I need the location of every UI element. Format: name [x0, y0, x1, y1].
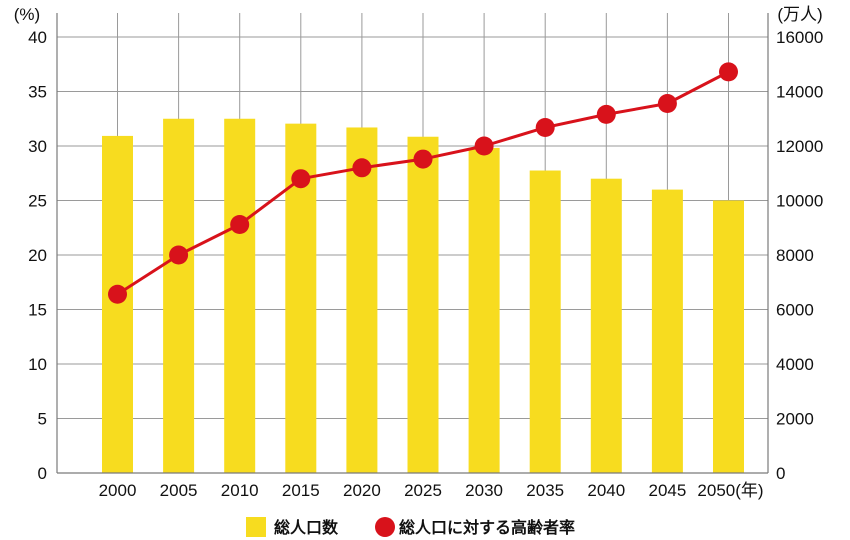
x-tick-2000: 2000 — [99, 481, 137, 500]
point-2025 — [413, 149, 433, 169]
right-tick-4000: 4000 — [776, 355, 814, 374]
x-tick-2050: 2050(年) — [697, 481, 763, 500]
bar-2010 — [224, 118, 256, 473]
x-axis-tick-labels: 2000 2005 2010 2015 2020 2025 2030 2035 2040 2045… — [99, 481, 764, 500]
bar-2050 — [713, 200, 744, 473]
right-tick-6000: 6000 — [776, 301, 814, 320]
bar-2045 — [651, 189, 683, 473]
point-2000 — [108, 284, 127, 304]
bar-2035 — [529, 170, 561, 473]
right-tick-0: 0 — [776, 464, 785, 483]
right-axis-unit: (万人) — [777, 5, 822, 24]
point-2005 — [169, 245, 189, 265]
left-tick-40: 40 — [28, 28, 47, 47]
left-axis-unit: (%) — [14, 5, 40, 24]
left-tick-20: 20 — [28, 246, 47, 265]
x-tick-2025: 2025 — [404, 481, 442, 500]
x-tick-2010: 2010 — [221, 481, 259, 500]
point-2010 — [230, 214, 250, 234]
left-tick-30: 30 — [28, 137, 47, 156]
right-tick-14000: 14000 — [776, 83, 823, 102]
left-tick-25: 25 — [28, 192, 47, 211]
x-tick-2020: 2020 — [343, 481, 381, 500]
legend-label-total-population: 総人口数 — [274, 518, 339, 537]
right-tick-16000: 16000 — [776, 28, 823, 47]
bar-2040 — [590, 178, 622, 473]
line-series-elderly-rate — [108, 62, 738, 304]
left-axis-tick-labels: 0 5 10 15 20 25 30 35 40 — [28, 28, 47, 483]
bar-series-total-population — [102, 118, 744, 474]
bar-2020 — [346, 127, 378, 473]
right-tick-2000: 2000 — [776, 410, 814, 429]
point-2015 — [291, 169, 311, 189]
left-tick-35: 35 — [28, 83, 47, 102]
x-tick-2040: 2040 — [587, 481, 625, 500]
right-tick-8000: 8000 — [776, 246, 814, 265]
bar-2030 — [468, 147, 500, 473]
point-2035 — [535, 117, 555, 137]
left-tick-10: 10 — [28, 355, 47, 374]
point-2030 — [474, 136, 494, 156]
left-tick-5: 5 — [38, 410, 47, 429]
right-tick-12000: 12000 — [776, 137, 823, 156]
x-tick-2035: 2035 — [526, 481, 564, 500]
right-axis-tick-labels: 0 2000 4000 6000 8000 10000 12000 14000 16000 — [776, 28, 823, 483]
legend-label-elderly-rate: 総人口に対する高齢者率 — [399, 518, 575, 537]
axis-frame — [56, 13, 769, 474]
bar-2000 — [102, 135, 133, 474]
legend-marker-elderly-rate — [375, 517, 395, 537]
left-tick-15: 15 — [28, 301, 47, 320]
left-tick-0: 0 — [38, 464, 47, 483]
point-2040 — [596, 104, 616, 124]
point-2045 — [657, 93, 677, 113]
x-tick-2030: 2030 — [465, 481, 503, 500]
legend-swatch-total-population — [246, 517, 266, 537]
x-tick-2045: 2045 — [648, 481, 686, 500]
bar-2025 — [407, 136, 439, 474]
x-tick-2005: 2005 — [160, 481, 198, 500]
bar-2005 — [163, 118, 195, 473]
point-2050 — [719, 62, 738, 82]
x-tick-2015: 2015 — [282, 481, 320, 500]
legend: 総人口数 総人口に対する高齢者率 — [246, 517, 575, 537]
point-2020 — [352, 158, 372, 178]
right-tick-10000: 10000 — [776, 192, 823, 211]
